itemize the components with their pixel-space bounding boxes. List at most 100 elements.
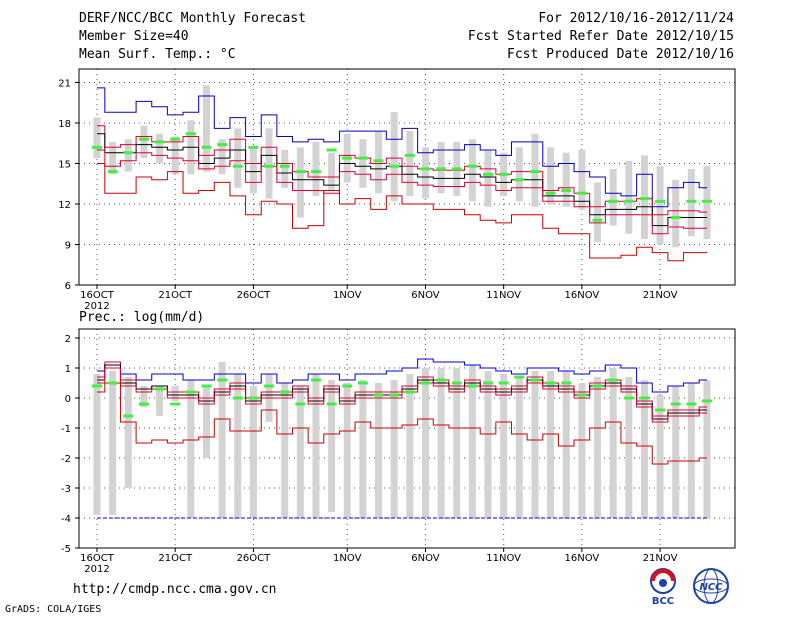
prec-observed-mark <box>702 399 712 403</box>
prec-observed-mark <box>608 378 619 382</box>
temp-spread-box <box>421 147 429 199</box>
prec-spread-box <box>124 377 132 488</box>
prec-observed-mark <box>404 390 415 394</box>
chart-title: DERF/NCC/BCC Monthly Forecast <box>79 11 306 26</box>
prec-spread-box <box>625 377 633 518</box>
temp-observed-mark <box>248 145 259 149</box>
temp-spread-box <box>390 112 398 202</box>
prec-spread-box <box>187 380 195 518</box>
prec-ytick-label: 0 <box>65 394 71 405</box>
temp-line-spread_high <box>97 125 707 216</box>
temp-observed-mark <box>357 156 368 160</box>
prec-ytick-label: 1 <box>65 364 71 375</box>
temp-observed-mark <box>404 153 415 157</box>
temp-ytick-label: 12 <box>58 200 71 211</box>
prec-spread-box <box>359 380 367 518</box>
prec-spread-box <box>484 371 492 518</box>
temp-ytick-label: 21 <box>58 79 71 90</box>
prec-observed-mark <box>514 375 525 379</box>
temp-observed-mark <box>483 172 494 176</box>
prec-spread-box <box>609 368 617 518</box>
prec-observed-mark <box>389 393 400 397</box>
prec-observed-mark <box>310 378 321 382</box>
prec-xtick-label: 16NOV <box>564 553 599 564</box>
ncc-logo: NCC <box>693 568 729 604</box>
temp-observed-mark <box>451 167 462 171</box>
temp-observed-mark <box>295 170 306 174</box>
temp-observed-mark <box>498 172 509 176</box>
prec-xtick-label: 16OCT <box>80 553 115 564</box>
prec-observed-mark <box>483 381 494 385</box>
temp-observed-mark <box>608 199 619 203</box>
temp-observed-mark <box>592 218 603 222</box>
temp-observed-mark <box>389 164 400 168</box>
temp-spread-box <box>484 150 492 207</box>
prec-observed-mark <box>436 378 447 382</box>
prec-spread-box <box>500 374 508 518</box>
prec-spread-box <box>468 365 476 518</box>
refer-date: Fcst Started Refer Date 2012/10/15 <box>467 29 734 44</box>
prec-spread-box <box>171 386 179 401</box>
prec-observed-mark <box>295 402 306 406</box>
temp-observed-mark <box>342 156 353 160</box>
prec-observed-mark <box>686 402 697 406</box>
temp-spread-box <box>281 150 289 188</box>
prec-observed-mark <box>185 390 196 394</box>
prec-spread-box <box>453 368 461 518</box>
prec-ytick-label: 2 <box>65 334 71 345</box>
prec-ytick-label: -5 <box>61 544 71 555</box>
temp-spread-box <box>359 139 367 188</box>
prec-observed-mark <box>639 396 650 400</box>
prec-spread-box <box>202 386 210 458</box>
temperature-panel-label: Mean Surf. Temp.: °C <box>79 47 236 62</box>
prec-spread-box <box>562 371 570 518</box>
temp-ytick-label: 18 <box>58 119 71 130</box>
bcc-logo: BCC <box>650 568 676 606</box>
temp-spread-box <box>109 141 117 175</box>
prec-spread-box <box>109 371 117 515</box>
prec-xtick-label: 21NOV <box>643 553 678 564</box>
prec-observed-mark <box>342 384 353 388</box>
temp-spread-box <box>578 150 586 210</box>
temp-observed-mark <box>514 178 525 182</box>
temp-observed-mark <box>310 170 321 174</box>
prec-spread-box <box>703 380 711 518</box>
temp-line-ens_mean <box>97 133 707 227</box>
prec-spread-box <box>437 368 445 518</box>
temp-observed-mark <box>326 148 337 152</box>
prec-observed-mark <box>264 384 275 388</box>
temp-spread-box <box>234 128 242 188</box>
prec-observed-mark <box>201 384 212 388</box>
prec-spread-box <box>234 374 242 518</box>
temp-observed-mark <box>623 199 634 203</box>
temp-spread-box <box>656 166 664 245</box>
temp-observed-mark <box>420 167 431 171</box>
prec-spread-box <box>140 386 148 407</box>
prec-ytick-label: -1 <box>61 424 71 435</box>
temp-observed-mark <box>92 145 102 149</box>
prec-spread-box <box>594 377 602 518</box>
temp-spread-box <box>265 128 273 199</box>
source-url[interactable]: http://cmdp.ncc.cma.gov.cn <box>73 582 277 597</box>
temp-observed-mark <box>545 191 556 195</box>
temp-observed-mark <box>123 151 134 155</box>
temp-observed-mark <box>436 167 447 171</box>
prec-xtick-label: 1NOV <box>333 553 362 564</box>
temp-observed-mark <box>686 199 697 203</box>
temp-xtick-label: 6NOV <box>411 290 440 301</box>
temp-xtick-label: 26OCT <box>237 290 272 301</box>
temp-observed-mark <box>279 164 290 168</box>
temp-observed-mark <box>561 189 572 192</box>
prec-observed-mark <box>592 384 603 388</box>
temp-observed-mark <box>655 199 666 203</box>
temp-spread-box <box>124 139 132 172</box>
prec-xtick-label: 26OCT <box>237 553 272 564</box>
prec-spread-box <box>547 371 555 518</box>
prec-spread-box <box>406 374 414 518</box>
prec-observed-mark <box>217 378 228 382</box>
temp-observed-mark <box>529 170 540 174</box>
prec-line-min <box>97 382 707 465</box>
prec-observed-mark <box>248 396 259 400</box>
prec-spread-box <box>343 383 351 518</box>
